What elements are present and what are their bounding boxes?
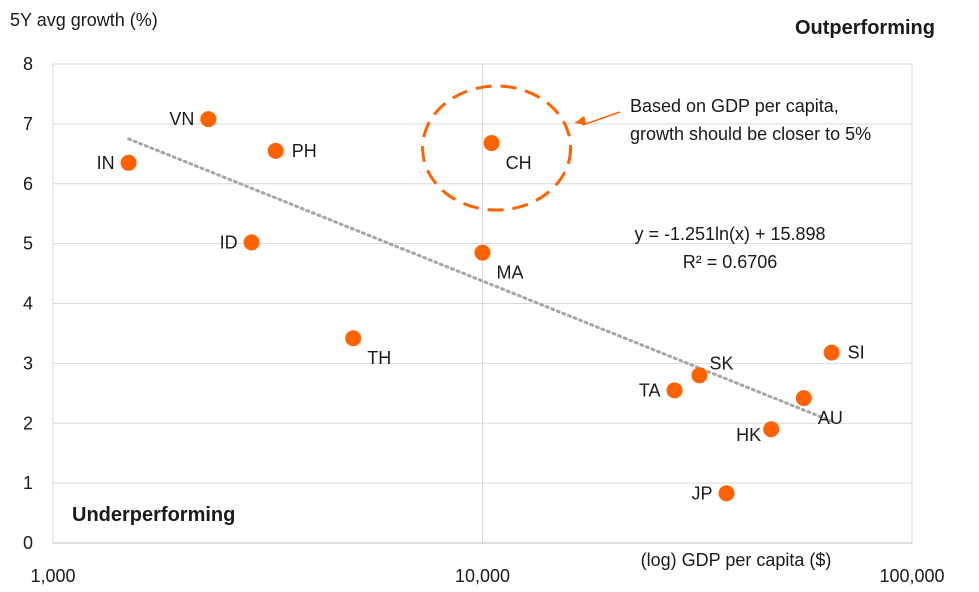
x-tick-label: 10,000: [455, 566, 510, 586]
y-tick-label: 2: [23, 413, 33, 433]
point-label-au: AU: [818, 408, 843, 428]
x-tick-label: 1,000: [30, 566, 75, 586]
y-tick-label: 8: [23, 54, 33, 74]
data-points: IN VN PH ID CH MA TH TA SK JP HK AU SI: [97, 109, 865, 503]
point-label-jp: JP: [692, 483, 713, 503]
trend-r-squared: R² = 0.6706: [683, 252, 778, 272]
data-point-th: [345, 330, 362, 347]
data-point-vn: [200, 111, 217, 128]
point-label-ph: PH: [292, 141, 317, 161]
trendline: [127, 137, 834, 423]
data-point-id: [243, 234, 260, 251]
y-tick-label: 3: [23, 353, 33, 373]
point-label-sk: SK: [709, 353, 733, 373]
trendline-path: [127, 137, 834, 423]
y-axis-title: 5Y avg growth (%): [10, 10, 158, 30]
x-tick-label: 100,000: [879, 566, 944, 586]
callout-arrow-line: [582, 111, 621, 126]
y-tick-label: 4: [23, 294, 33, 314]
point-label-si: SI: [848, 343, 865, 363]
data-point-ph: [267, 142, 284, 159]
point-label-ta: TA: [639, 380, 661, 400]
plot-frame: [52, 63, 913, 544]
highlight-circle: [421, 84, 573, 212]
callout-line-2: growth should be closer to 5%: [630, 124, 871, 144]
data-point-ma: [474, 244, 491, 261]
y-tick-label: 7: [23, 114, 33, 134]
y-tick-label: 6: [23, 174, 33, 194]
data-point-ta: [666, 382, 683, 399]
y-axis-ticks: 0 1 2 3 4 5 6 7 8: [23, 54, 33, 553]
x-axis-title: (log) GDP per capita ($): [641, 550, 832, 570]
data-point-in: [120, 154, 137, 171]
callout-arrow-head: [574, 115, 587, 125]
point-label-in: IN: [97, 153, 115, 173]
trend-equation: y = -1.251ln(x) + 15.898: [634, 224, 825, 244]
highlight-group: [421, 84, 621, 212]
y-tick-label: 0: [23, 533, 33, 553]
y-tick-label: 1: [23, 473, 33, 493]
data-point-au: [795, 390, 812, 407]
point-label-hk: HK: [736, 425, 761, 445]
point-label-ma: MA: [497, 263, 524, 283]
data-point-hk: [763, 421, 780, 438]
callout-line-1: Based on GDP per capita,: [630, 96, 839, 116]
underperforming-label: Underperforming: [72, 504, 235, 526]
outperforming-label: Outperforming: [795, 17, 935, 39]
point-label-ch: CH: [506, 153, 532, 173]
data-point-si: [823, 344, 840, 361]
data-point-ch: [483, 135, 500, 152]
data-point-sk: [691, 367, 708, 384]
y-tick-label: 5: [23, 234, 33, 254]
point-label-vn: VN: [169, 109, 194, 129]
point-label-id: ID: [220, 232, 238, 252]
x-axis-ticks: 1,000 10,000 100,000: [30, 566, 944, 586]
point-label-th: TH: [367, 348, 391, 368]
data-point-jp: [718, 485, 735, 502]
